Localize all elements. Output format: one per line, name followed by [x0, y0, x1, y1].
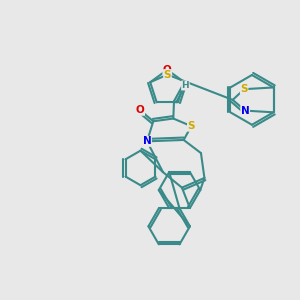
Text: O: O	[163, 65, 172, 75]
Text: S: S	[188, 121, 195, 131]
Text: S: S	[164, 70, 171, 80]
Text: N: N	[143, 136, 152, 146]
Text: O: O	[136, 105, 145, 115]
Text: N: N	[241, 106, 250, 116]
Text: H: H	[182, 81, 189, 90]
Text: S: S	[240, 84, 248, 94]
